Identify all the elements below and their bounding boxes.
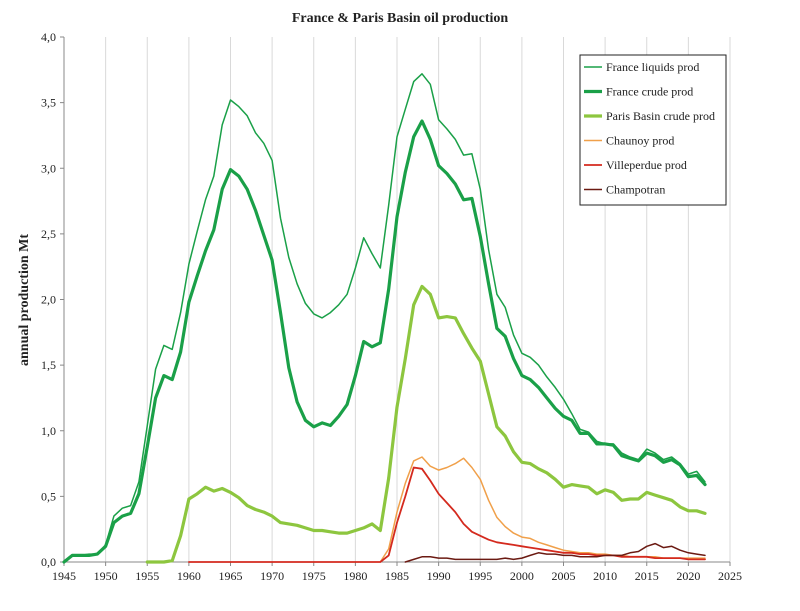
tick-labels: 1945 1950 1955 1960 1965 1970 1975 1980 1985 1990… (41, 30, 742, 583)
y-tick-label: 3,0 (41, 161, 56, 175)
x-tick-label: 1965 (219, 569, 243, 583)
x-tick-label: 1975 (302, 569, 326, 583)
legend-box (579, 54, 727, 206)
legend: France liquids prod France crude prod Pari… (579, 54, 727, 206)
series (62, 73, 707, 564)
x-tick-label: 1950 (94, 569, 118, 583)
chart-title: France & Paris Basin oil production (292, 11, 509, 26)
y-tick-label: 1,5 (41, 358, 56, 372)
x-tick-label: 2000 (510, 569, 534, 583)
x-tick-label: 1990 (427, 569, 451, 583)
legend-label: Chaunoy prod (606, 134, 674, 148)
y-tick-label: 2,5 (41, 227, 56, 241)
series-line-1 (63, 73, 706, 563)
series-line-6 (404, 542, 706, 563)
x-tick-label: 1945 (52, 569, 76, 583)
legend-label: Champotran (606, 183, 665, 197)
legend-label: France liquids prod (606, 60, 699, 74)
series-line-2 (62, 119, 707, 564)
legend-label: France crude prod (606, 85, 693, 99)
x-tick-label: 2025 (718, 569, 742, 583)
x-tick-label: 1980 (343, 569, 367, 583)
x-tick-label: 1995 (468, 569, 492, 583)
x-tick-label: 1985 (385, 569, 409, 583)
y-tick-label: 1,0 (41, 424, 56, 438)
x-tick-label: 2005 (552, 569, 576, 583)
x-tick-label: 2020 (676, 569, 700, 583)
y-axis-label: annual production Mt (17, 234, 32, 366)
legend-label: Paris Basin crude prod (606, 109, 715, 123)
y-tick-label: 3,5 (41, 96, 56, 110)
legend-label: Villeperdue prod (606, 158, 687, 172)
x-tick-label: 1970 (260, 569, 284, 583)
series-line-5 (187, 466, 706, 563)
series-line-3 (145, 284, 707, 564)
x-tick-label: 1955 (135, 569, 159, 583)
x-tick-label: 2015 (635, 569, 659, 583)
x-tick-label: 1960 (177, 569, 201, 583)
x-tick-label: 2010 (593, 569, 617, 583)
y-tick-label: 0,5 (41, 489, 56, 503)
grid (63, 37, 731, 562)
y-tick-label: 4,0 (41, 30, 56, 44)
y-tick-label: 0,0 (41, 555, 56, 569)
y-tick-label: 2,0 (41, 293, 56, 307)
